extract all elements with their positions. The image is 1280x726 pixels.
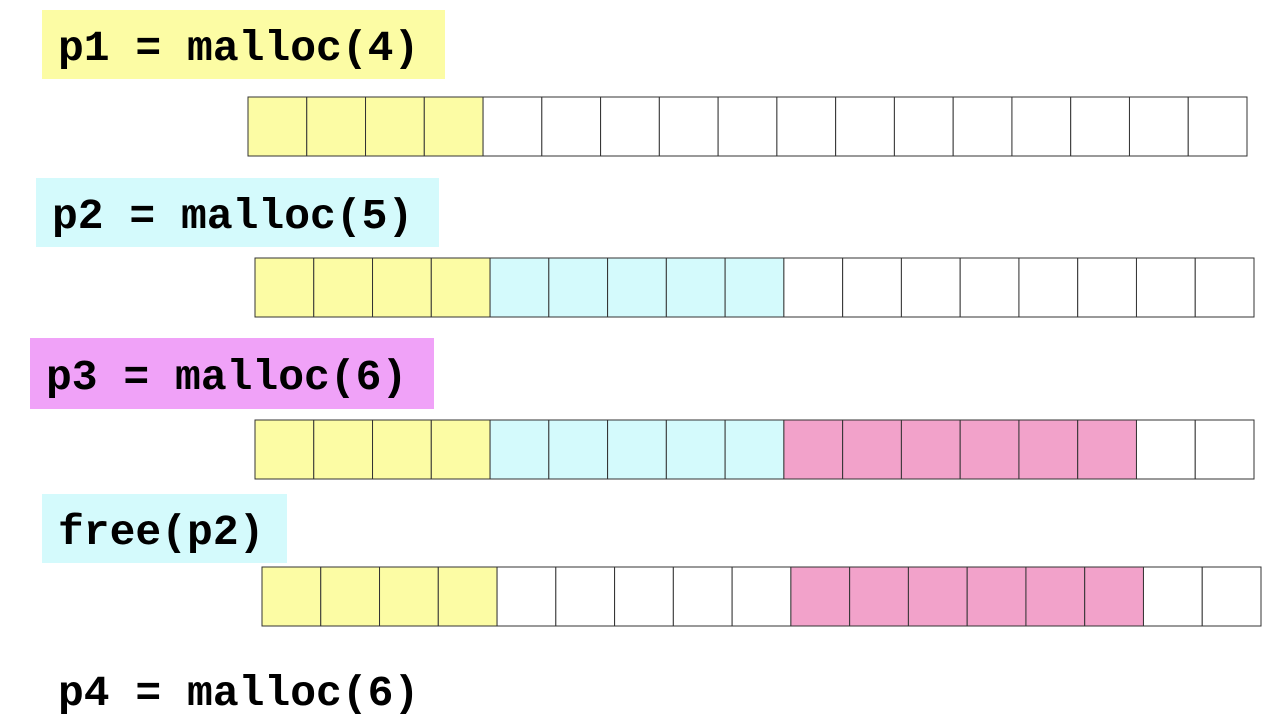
- label-box: [42, 494, 287, 563]
- memory-cell: [320, 566, 381, 627]
- memory-cell: [372, 257, 432, 318]
- memory-cell: [900, 257, 961, 318]
- memory-cell: [482, 96, 543, 157]
- memory-cell: [1077, 257, 1137, 318]
- label-box: [42, 10, 445, 79]
- memory-cell: [1077, 419, 1137, 480]
- memory-cell: [313, 257, 374, 318]
- memory-cell: [1135, 419, 1196, 480]
- memory-cell: [430, 257, 491, 318]
- memory-cell: [541, 96, 602, 157]
- memory-cell: [724, 419, 785, 480]
- memory-row: [261, 566, 1262, 627]
- memory-cell: [254, 257, 315, 318]
- memory-cell: [835, 96, 895, 157]
- step-label: p1 = malloc(4): [58, 24, 419, 73]
- memory-cell: [548, 257, 609, 318]
- memory-cell: [254, 419, 315, 480]
- memory-row: [254, 257, 1255, 318]
- memory-cell: [607, 419, 667, 480]
- label-box: [30, 338, 434, 409]
- step-label: p3 = malloc(6): [46, 353, 407, 402]
- memory-cell: [365, 96, 425, 157]
- memory-cell: [496, 566, 557, 627]
- memory-cell: [1128, 96, 1189, 157]
- memory-cell: [1194, 257, 1255, 318]
- memory-cell: [600, 96, 660, 157]
- memory-cell: [731, 566, 792, 627]
- memory-cell: [1070, 96, 1130, 157]
- memory-cell: [842, 257, 902, 318]
- memory-cell: [1025, 566, 1086, 627]
- memory-cell: [1018, 257, 1079, 318]
- memory-cell: [379, 566, 439, 627]
- memory-cell: [1194, 419, 1255, 480]
- memory-cell: [783, 257, 844, 318]
- memory-cell: [313, 419, 374, 480]
- memory-cell: [665, 257, 726, 318]
- memory-cell: [1084, 566, 1144, 627]
- memory-cell: [555, 566, 616, 627]
- memory-cell: [790, 566, 851, 627]
- memory-row: [254, 419, 1255, 480]
- memory-cell: [959, 257, 1020, 318]
- memory-cell: [548, 419, 609, 480]
- memory-cell: [959, 419, 1020, 480]
- memory-cell: [717, 96, 778, 157]
- memory-cell: [907, 566, 968, 627]
- memory-cell: [842, 419, 902, 480]
- memory-cell: [665, 419, 726, 480]
- memory-cell: [1187, 96, 1248, 157]
- memory-cell: [372, 419, 432, 480]
- memory-cell: [306, 96, 367, 157]
- memory-cell: [1142, 566, 1203, 627]
- memory-cell: [1018, 419, 1079, 480]
- memory-row: [247, 96, 1248, 157]
- memory-cell: [423, 96, 484, 157]
- memory-cell: [430, 419, 491, 480]
- memory-cell: [952, 96, 1013, 157]
- memory-cell: [1135, 257, 1196, 318]
- memory-cell: [724, 257, 785, 318]
- memory-cell: [1011, 96, 1072, 157]
- memory-cell: [1201, 566, 1262, 627]
- memory-cell: [783, 419, 844, 480]
- memory-cell: [672, 566, 733, 627]
- memory-cell: [776, 96, 837, 157]
- memory-cell: [607, 257, 667, 318]
- step-label: p2 = malloc(5): [52, 192, 413, 241]
- memory-cell: [489, 419, 550, 480]
- memory-cell: [849, 566, 909, 627]
- memory-cell: [437, 566, 498, 627]
- label-box: [36, 178, 439, 247]
- memory-cell: [966, 566, 1027, 627]
- memory-cell: [247, 96, 308, 157]
- memory-cell: [900, 419, 961, 480]
- memory-cell: [261, 566, 322, 627]
- memory-cell: [893, 96, 954, 157]
- memory-cell: [614, 566, 674, 627]
- memory-cell: [489, 257, 550, 318]
- step-label: p4 = malloc(6): [58, 669, 419, 718]
- memory-cell: [658, 96, 719, 157]
- step-label: free(p2): [58, 508, 264, 557]
